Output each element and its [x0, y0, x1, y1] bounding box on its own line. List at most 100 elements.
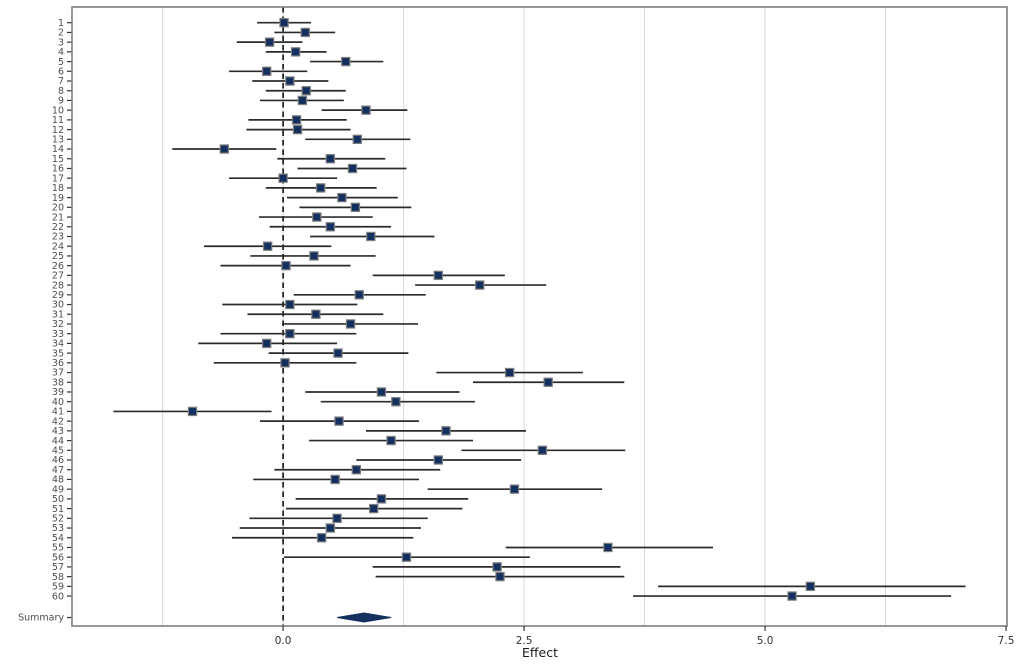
effect-marker — [369, 503, 379, 514]
y-tick-label: 21 — [52, 212, 64, 223]
effect-marker — [301, 86, 311, 96]
effect-marker — [333, 348, 343, 358]
y-tick-label: 51 — [52, 504, 64, 515]
effect-marker — [391, 397, 401, 407]
y-tick-label: 26 — [52, 261, 64, 272]
y-tick-label: 6 — [58, 66, 64, 77]
y-tick-label: 45 — [52, 445, 64, 456]
effect-marker — [264, 37, 275, 47]
effect-marker — [603, 542, 613, 553]
y-tick-label: 43 — [52, 426, 64, 437]
effect-marker — [285, 328, 295, 339]
y-tick-label: 9 — [58, 96, 64, 107]
effect-marker — [285, 76, 295, 86]
y-tick-label: 23 — [52, 232, 64, 243]
effect-marker — [278, 173, 288, 183]
effect-marker — [441, 426, 451, 436]
effect-marker — [787, 591, 797, 601]
y-tick-label: 13 — [52, 135, 64, 146]
effect-marker — [433, 455, 443, 465]
effect-marker — [262, 66, 272, 76]
effect-marker — [300, 27, 310, 38]
y-tick-label: 60 — [52, 591, 64, 602]
effect-marker — [280, 358, 290, 368]
effect-marker — [352, 134, 363, 145]
y-tick-label: 17 — [52, 173, 64, 184]
effect-marker — [805, 581, 816, 592]
y-tick-label: 44 — [52, 436, 64, 447]
y-tick-label: 31 — [52, 309, 64, 320]
y-tick-label: 18 — [52, 183, 64, 194]
y-tick-label: 32 — [52, 319, 64, 330]
effect-marker — [537, 445, 548, 455]
effect-marker — [311, 309, 321, 319]
effect-marker — [337, 192, 347, 203]
x-axis-title: Effect — [522, 645, 558, 660]
y-tick-label: 57 — [52, 562, 64, 573]
y-tick-label: 53 — [52, 523, 64, 534]
y-tick-label: 35 — [52, 348, 64, 359]
effect-marker — [345, 319, 356, 329]
y-tick-label: 28 — [52, 280, 64, 291]
y-tick-label: 52 — [52, 514, 64, 525]
effect-marker — [262, 338, 272, 349]
effect-marker — [492, 562, 502, 572]
y-tick-label: 11 — [52, 115, 64, 126]
y-tick-label: 40 — [52, 397, 64, 408]
effect-marker — [543, 377, 553, 387]
y-tick-label: 24 — [52, 241, 64, 252]
y-tick-label: 22 — [52, 222, 64, 233]
effect-marker — [290, 47, 301, 57]
effect-marker — [325, 523, 336, 533]
plot-border — [71, 6, 1008, 627]
y-tick-label: 27 — [52, 271, 64, 282]
y-tick-label: 14 — [52, 144, 64, 155]
effect-marker — [315, 183, 326, 193]
x-tick-label: 5.0 — [757, 635, 774, 647]
effect-marker — [495, 571, 505, 582]
effect-marker — [509, 484, 520, 494]
y-tick-label: 41 — [52, 407, 64, 418]
effect-marker — [354, 290, 364, 300]
effect-marker — [262, 241, 273, 251]
y-tick-label: 54 — [52, 533, 64, 544]
effect-marker — [433, 270, 443, 281]
y-tick-label: 1 — [58, 18, 64, 29]
y-tick-label: 25 — [52, 251, 64, 262]
effect-marker — [312, 212, 322, 222]
effect-marker — [332, 513, 342, 524]
y-tick-label: 39 — [52, 387, 64, 398]
effect-marker — [347, 163, 358, 174]
effect-marker — [351, 465, 362, 475]
y-tick-label: 8 — [58, 86, 64, 97]
effect-marker — [366, 231, 376, 242]
effect-marker — [325, 154, 336, 164]
effect-marker — [376, 387, 387, 397]
effect-marker — [376, 494, 387, 504]
y-tick-label: 4 — [58, 47, 64, 58]
y-tick-label: 19 — [52, 193, 64, 204]
y-tick-label: 59 — [52, 582, 64, 593]
x-tick-label: 2.5 — [516, 635, 533, 647]
x-tick-label: 0.0 — [275, 635, 292, 647]
effect-marker — [291, 115, 302, 125]
y-tick-label: 37 — [52, 368, 64, 379]
y-tick-label: 56 — [52, 552, 64, 563]
y-tick-label: 7 — [58, 76, 64, 87]
y-tick-label: 33 — [52, 329, 64, 340]
effect-marker — [341, 56, 351, 67]
y-tick-label: 58 — [52, 572, 64, 583]
y-tick-label: 36 — [52, 358, 64, 369]
effect-marker — [475, 280, 485, 290]
y-tick-label: 16 — [52, 164, 64, 175]
y-tick-label: 49 — [52, 484, 64, 495]
effect-marker — [316, 533, 327, 543]
y-tick-label: 2 — [58, 28, 64, 39]
y-tick-label: 42 — [52, 416, 64, 427]
effect-marker — [285, 299, 295, 310]
effect-marker — [187, 406, 198, 417]
effect-marker — [219, 144, 229, 154]
y-tick-label: 48 — [52, 475, 64, 486]
effect-marker — [330, 474, 340, 485]
